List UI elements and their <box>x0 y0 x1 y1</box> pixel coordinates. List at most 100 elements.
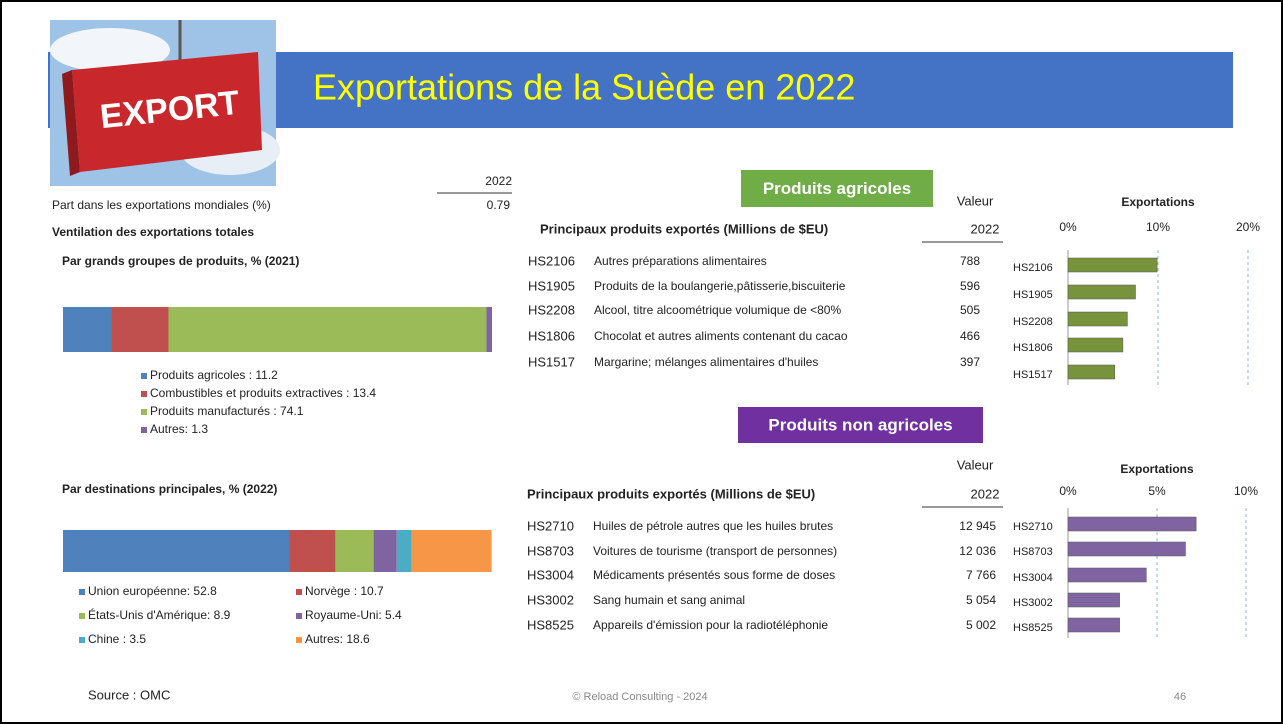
page: EXPORT Exportations de la Suède en 2022 … <box>0 0 1283 724</box>
legend-label: Norvège : 10.7 <box>305 584 384 598</box>
legend-swatch <box>296 589 302 595</box>
x-tick-label: 20% <box>1236 220 1260 234</box>
x-tick-label: 0% <box>1059 220 1077 234</box>
legend-label: Produits manufacturés : 74.1 <box>150 404 304 418</box>
bar <box>1068 338 1123 352</box>
table-header: Principaux produits exportés (Millions d… <box>527 486 815 501</box>
slide: EXPORT Exportations de la Suède en 2022 … <box>0 0 1283 724</box>
legend-swatch <box>141 373 147 379</box>
x-tick-label: 10% <box>1146 220 1170 234</box>
legend-label: Combustibles et produits extractives : 1… <box>150 386 376 400</box>
category-label: HS2710 <box>1013 521 1053 533</box>
category-label: HS8525 <box>1013 622 1053 634</box>
year-header: 2022 <box>485 174 512 188</box>
table-year-header: 2022 <box>971 221 1000 236</box>
product-value: 788 <box>960 254 980 268</box>
share-label: Part dans les exportations mondiales (%) <box>52 198 271 212</box>
footer-page: 46 <box>1174 691 1186 703</box>
bar <box>1068 258 1157 272</box>
table-value-header: Valeur <box>957 193 994 208</box>
bar <box>1068 568 1146 582</box>
legend-swatch <box>79 613 85 619</box>
footer-source: Source : OMC <box>88 687 170 702</box>
product-name: Autres préparations alimentaires <box>594 254 767 268</box>
section-label: Produits agricoles <box>763 179 911 198</box>
bar <box>1068 517 1196 531</box>
chart-title: Exportations <box>1121 195 1195 209</box>
legend-swatch <box>296 613 302 619</box>
product-code: HS3002 <box>527 592 574 607</box>
breakdown-title: Ventilation des exportations totales <box>52 225 254 239</box>
product-name: Voitures de tourisme (transport de perso… <box>593 544 837 558</box>
category-label: HS1806 <box>1013 342 1053 354</box>
legend-swatch <box>141 409 147 415</box>
legend-label: Produits agricoles : 11.2 <box>150 368 278 382</box>
x-tick-label: 0% <box>1059 484 1077 498</box>
product-name: Huiles de pétrole autres que les huiles … <box>593 519 833 533</box>
footer-copyright: © Reload Consulting - 2024 <box>572 691 707 703</box>
product-value: 466 <box>960 329 980 343</box>
chart-title: Exportations <box>1120 462 1194 476</box>
legend-label: Royaume-Uni: 5.4 <box>305 608 402 622</box>
product-name: Produits de la boulangerie,pâtisserie,bi… <box>594 279 846 293</box>
product-name: Margarine; mélanges alimentaires d'huile… <box>594 355 818 369</box>
legend-swatch <box>296 637 302 643</box>
legend-swatch <box>141 391 147 397</box>
product-code: HS3004 <box>527 567 574 582</box>
section-label: Produits non agricoles <box>768 415 952 434</box>
product-name: Chocolat et autres aliments contenant du… <box>594 329 848 343</box>
legend-swatch <box>79 637 85 643</box>
x-tick-label: 5% <box>1148 484 1166 498</box>
bar <box>1068 312 1127 326</box>
legend-label: Union européenne: 52.8 <box>88 584 217 598</box>
product-value: 505 <box>960 303 980 317</box>
legend-label: Autres: 1.3 <box>150 422 208 436</box>
product-name: Sang humain et sang animal <box>593 593 745 607</box>
bar <box>1068 365 1115 379</box>
product-code: HS1905 <box>528 278 575 293</box>
product-code: HS8703 <box>527 543 574 558</box>
product-code: HS2106 <box>528 253 575 268</box>
product-value: 5 054 <box>966 593 996 607</box>
category-label: HS2106 <box>1013 262 1053 274</box>
table-value-header: Valeur <box>957 457 994 472</box>
category-label: HS3004 <box>1013 572 1053 584</box>
product-code: HS2208 <box>528 302 575 317</box>
bar-segment <box>169 307 487 352</box>
bar-segment <box>412 530 492 572</box>
product-value: 7 766 <box>966 568 996 582</box>
category-label: HS1517 <box>1013 369 1053 381</box>
product-name: Alcool, titre alcoométrique volumique de… <box>594 303 841 317</box>
product-value: 397 <box>960 355 980 369</box>
bar-segment <box>397 530 412 572</box>
product-code: HS2710 <box>527 518 574 533</box>
slide-title: Exportations de la Suède en 2022 <box>313 67 855 108</box>
bar <box>1068 542 1185 556</box>
product-code: HS8525 <box>527 617 574 632</box>
bar-segment <box>374 530 397 572</box>
legend-label: Autres: 18.6 <box>305 632 370 646</box>
logo: EXPORT <box>50 20 280 186</box>
bar-segment <box>290 530 336 572</box>
legend-swatch <box>141 427 147 433</box>
bar <box>1068 593 1120 607</box>
product-name: Médicaments présentés sous forme de dose… <box>593 568 835 582</box>
bar <box>1068 285 1136 299</box>
legend-label: États-Unis d'Amérique: 8.9 <box>88 607 231 622</box>
category-label: HS1905 <box>1013 289 1053 301</box>
legend-swatch <box>79 589 85 595</box>
bar-segment <box>486 307 492 352</box>
product-value: 12 036 <box>959 544 996 558</box>
x-tick-label: 10% <box>1234 484 1258 498</box>
product-code: HS1806 <box>528 328 575 343</box>
product-name: Appareils d'émission pour la radiotéléph… <box>593 618 828 632</box>
bar-segment <box>111 307 168 352</box>
table-year-header: 2022 <box>971 486 1000 501</box>
bar <box>1068 618 1120 632</box>
bar-segment <box>63 307 111 352</box>
category-label: HS2208 <box>1013 316 1053 328</box>
share-value: 0.79 <box>487 198 511 212</box>
bar-segment <box>335 530 373 572</box>
chart-title: Par destinations principales, % (2022) <box>62 482 277 496</box>
bar-segment <box>63 530 290 572</box>
